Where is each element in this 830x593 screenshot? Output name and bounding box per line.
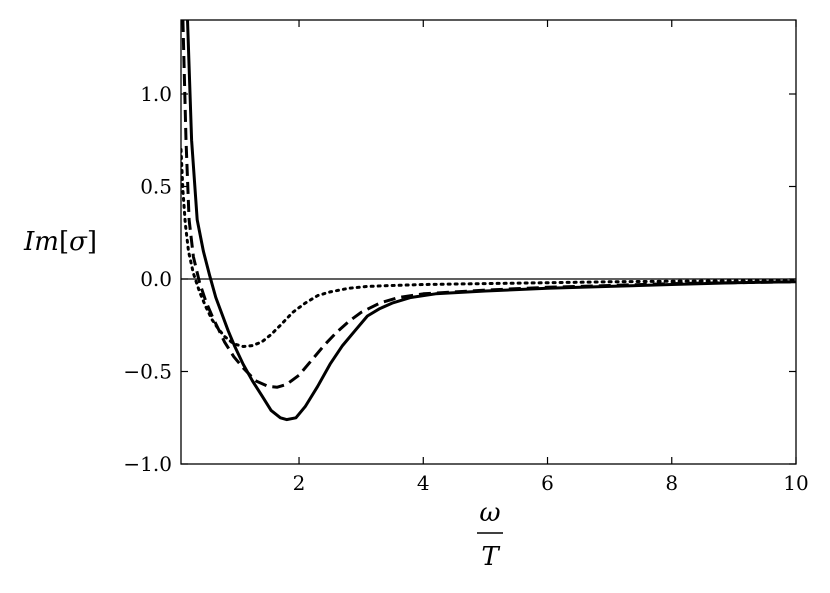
y-tick-label: 0.0 [140, 267, 172, 291]
x-tick-label: 4 [417, 471, 430, 495]
y-axis-label: Im[σ] [23, 227, 97, 257]
x-axis-label: ω T [477, 498, 503, 572]
x-axis-ticks: 2 4 6 8 10 [293, 20, 809, 495]
y-tick-label: 0.5 [140, 175, 172, 199]
x-axis-label-denominator: T [481, 542, 500, 572]
x-tick-label: 6 [541, 471, 554, 495]
series-line-dotted [181, 148, 796, 348]
y-axis-label-close: ] [87, 227, 97, 257]
x-tick-label: 8 [665, 471, 678, 495]
series-line-dashed [181, 20, 796, 389]
x-axis-label-numerator: ω [479, 498, 500, 528]
x-tick-label: 2 [293, 471, 306, 495]
x-tick-label: 10 [783, 471, 808, 495]
y-axis-label-prefix: Im [23, 227, 59, 257]
series-layer [181, 20, 796, 422]
y-axis-ticks: −1.0 −0.5 0.0 0.5 1.0 [123, 82, 796, 476]
y-tick-label: 1.0 [140, 82, 172, 106]
plot-frame [180, 19, 797, 465]
y-tick-label: −1.0 [123, 452, 172, 476]
y-tick-label: −0.5 [123, 360, 172, 384]
y-axis-label-symbol: σ [69, 227, 88, 257]
series-line-solid [186, 20, 796, 422]
y-axis-label-open: [ [59, 227, 69, 257]
